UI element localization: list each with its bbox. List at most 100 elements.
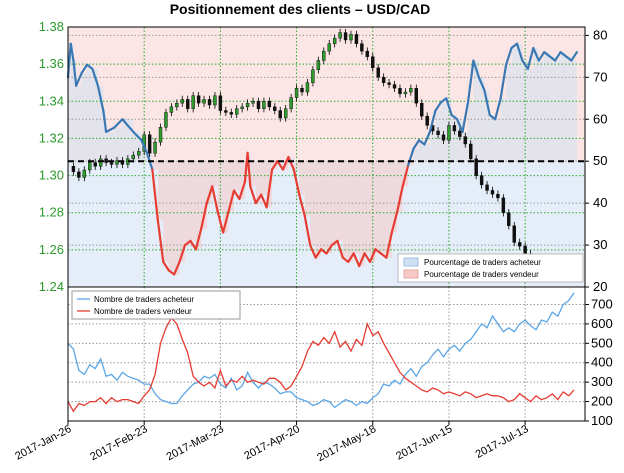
candle-body bbox=[425, 115, 429, 126]
percent-segment bbox=[336, 239, 344, 259]
percent-fill-bar bbox=[152, 161, 158, 170]
candle-body bbox=[381, 76, 386, 83]
percent-segment bbox=[183, 239, 192, 247]
percent-fill-bar bbox=[359, 161, 365, 267]
percent-segment bbox=[526, 46, 535, 71]
candle-body bbox=[180, 99, 184, 104]
candle-body bbox=[305, 82, 310, 93]
percent-segment bbox=[417, 139, 426, 146]
candle-body bbox=[213, 95, 217, 106]
percent-fill-bar bbox=[174, 161, 180, 275]
candle-body bbox=[360, 43, 364, 52]
candle-body bbox=[517, 242, 522, 247]
percent-fill-bar bbox=[348, 161, 354, 262]
percent-segment bbox=[75, 72, 83, 87]
percent-segment bbox=[434, 101, 442, 112]
percent-fill-bar bbox=[73, 60, 77, 162]
percent-fill-bar bbox=[106, 131, 115, 162]
price-tick-label: 1.24 bbox=[39, 279, 64, 294]
percent-segment bbox=[298, 193, 306, 217]
percent-fill-bar bbox=[103, 110, 107, 162]
percent-segment bbox=[358, 252, 366, 268]
candle-body bbox=[256, 101, 261, 109]
candle-body bbox=[196, 95, 201, 104]
percentage-lines bbox=[66, 42, 578, 276]
percent-segment bbox=[232, 189, 241, 201]
percent-segment bbox=[477, 76, 486, 92]
count-tick-label: 100 bbox=[591, 413, 613, 428]
percent-segment bbox=[72, 59, 78, 87]
percent-fill-bar bbox=[391, 161, 398, 233]
percent-fill-bar bbox=[419, 140, 425, 162]
percent-fill-bar bbox=[133, 131, 142, 162]
candle-body bbox=[251, 101, 255, 104]
percent-fill-bar bbox=[565, 56, 572, 162]
percent-segment bbox=[423, 130, 431, 146]
percent-segment bbox=[167, 269, 176, 276]
percent-segment bbox=[521, 59, 529, 71]
percent-fill-bar bbox=[408, 161, 414, 166]
percent-segment bbox=[211, 185, 219, 213]
count-tick-label: 500 bbox=[591, 335, 613, 350]
percent-segment bbox=[249, 185, 257, 205]
percent-fill-bar bbox=[195, 161, 202, 250]
count-tick-label: 200 bbox=[591, 394, 613, 409]
candle-body bbox=[131, 154, 136, 160]
candle-body bbox=[507, 212, 511, 226]
top-legend-box bbox=[397, 253, 584, 283]
percent-segment bbox=[270, 160, 279, 171]
percent-fill-bar bbox=[326, 161, 332, 254]
percent-fill-bar bbox=[506, 64, 512, 162]
candle-body bbox=[376, 67, 380, 78]
candle-body bbox=[294, 88, 299, 98]
candle-body bbox=[115, 160, 119, 165]
date-tick-label: 2017-Jun-15 bbox=[394, 423, 454, 463]
percent-segment bbox=[483, 88, 491, 117]
candle-body bbox=[392, 84, 397, 89]
percent-segment bbox=[260, 193, 268, 209]
candle-body bbox=[186, 99, 190, 109]
percent-fill-bar bbox=[429, 131, 436, 162]
percent-fill-bar bbox=[293, 161, 300, 170]
percent-segment bbox=[564, 55, 573, 62]
percent-segment bbox=[559, 51, 568, 58]
percent-segment bbox=[428, 109, 437, 133]
percent-segment bbox=[216, 210, 225, 234]
percent-tick-label: 40 bbox=[593, 195, 607, 210]
price-tick-label: 1.30 bbox=[39, 168, 64, 183]
percent-fill-bar bbox=[315, 161, 322, 258]
percent-segment bbox=[287, 155, 295, 171]
date-tick-label: 2017-May-18 bbox=[315, 423, 378, 464]
candle-body bbox=[523, 245, 527, 254]
price-tick-label: 1.32 bbox=[39, 130, 64, 145]
percent-fill-bar bbox=[473, 60, 479, 162]
price-tick-label: 1.34 bbox=[39, 93, 64, 108]
percent-fill-bar bbox=[157, 161, 164, 220]
percent-fill-bar bbox=[92, 68, 98, 162]
percent-segment bbox=[374, 248, 383, 255]
percent-segment bbox=[227, 189, 236, 213]
candle-body bbox=[311, 69, 315, 83]
count-tick-label: 700 bbox=[591, 296, 613, 311]
percent-fill-bar bbox=[81, 73, 88, 162]
percent-fill-bar bbox=[527, 68, 534, 162]
percent-fill-bar bbox=[516, 43, 523, 162]
price-tick-label: 1.38 bbox=[39, 19, 64, 34]
percent-fill-bar bbox=[190, 161, 196, 241]
percent-segment bbox=[254, 193, 263, 205]
seller-percent-legend-label: Pourcentage de traders vendeur bbox=[424, 270, 539, 279]
bottom-panel-frame bbox=[67, 286, 586, 422]
percent-tick-label: 50 bbox=[593, 153, 607, 168]
percent-tick-label: 80 bbox=[593, 27, 607, 42]
percent-segment bbox=[532, 46, 540, 62]
percent-tick-label: 60 bbox=[593, 111, 607, 126]
candle-body bbox=[77, 171, 81, 178]
candle-body bbox=[147, 134, 152, 154]
percent-segment bbox=[113, 118, 124, 129]
price-tick-label: 1.28 bbox=[39, 205, 64, 220]
percent-segment bbox=[412, 139, 421, 150]
percent-fill-bar bbox=[76, 85, 82, 162]
candle-body bbox=[452, 125, 457, 132]
percent-tick-label: 20 bbox=[593, 279, 607, 294]
